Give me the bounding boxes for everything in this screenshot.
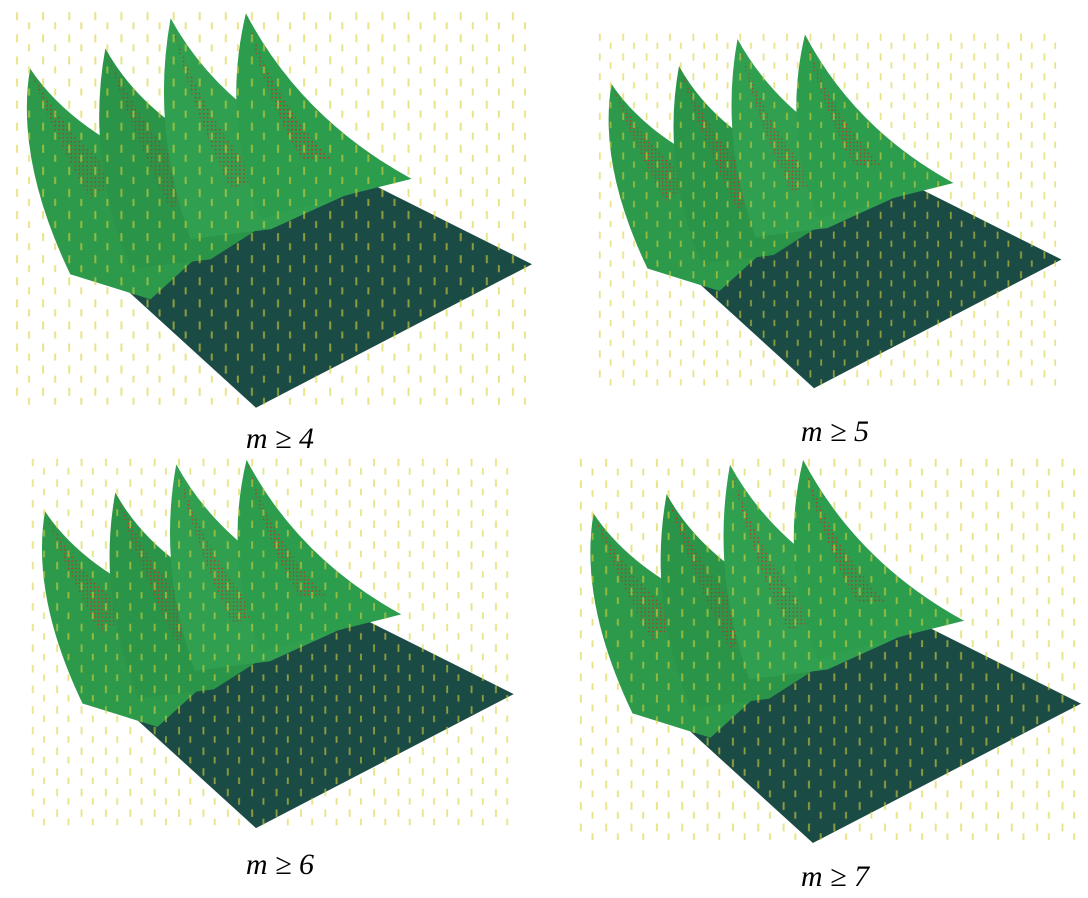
figure-page: m ≥ 4 m ≥ 5 m ≥ 6 m ≥ 7 (() => { const d… [0, 0, 1088, 898]
surface-plot [574, 455, 1081, 845]
caption: m ≥ 7 [801, 860, 869, 894]
figure [0, 0, 1088, 898]
caption: m ≥ 4 [246, 422, 314, 456]
caption: m ≥ 6 [246, 848, 314, 882]
surface-plot [594, 30, 1062, 390]
surface-plot [10, 8, 532, 410]
caption: m ≥ 5 [801, 415, 869, 449]
surface-plot [26, 455, 514, 830]
